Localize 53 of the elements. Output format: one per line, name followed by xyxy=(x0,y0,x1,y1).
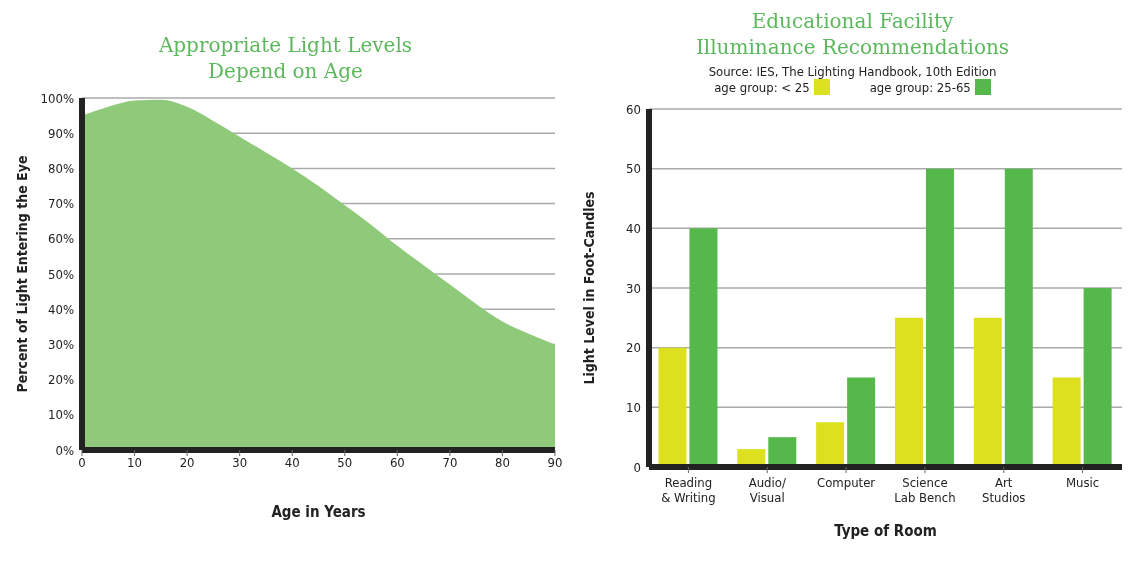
y-axis-title: Light Level in Foot-Candles xyxy=(580,191,597,385)
x-tick-label: 0 xyxy=(78,455,86,471)
chart-title: Educational Facility Illuminance Recommendations xyxy=(694,8,1011,60)
legend-label: age group: 25-65 xyxy=(869,79,971,95)
chart-subtitle: Source: IES, The Lighting Handbook, 10th Edition xyxy=(707,64,998,79)
y-tick-label: 10% xyxy=(48,407,74,423)
y-tick-label: 30 xyxy=(626,280,641,296)
x-tick-label: Science Lab Bench xyxy=(894,475,956,505)
y-tick-label: 70% xyxy=(48,196,74,212)
bar xyxy=(847,377,876,467)
x-tick-label: 20 xyxy=(179,455,195,471)
y-tick-label: 40% xyxy=(48,301,74,317)
y-tick-label: 60 xyxy=(626,101,641,117)
y-axis-title: Percent of Light Entering the Eye xyxy=(13,155,30,393)
bar xyxy=(894,317,923,467)
bar xyxy=(973,317,1002,467)
x-tick-label: Reading & Writing xyxy=(661,475,716,505)
x-tick-label: 10 xyxy=(127,455,142,471)
bar xyxy=(816,422,845,467)
y-tick-label: 0% xyxy=(55,442,74,458)
x-tick-label: 60 xyxy=(389,455,405,471)
chart-title: Appropriate Light Levels Depend on Age xyxy=(157,32,414,84)
x-tick-label: 30 xyxy=(232,455,248,471)
y-tick-label: 50 xyxy=(626,161,641,177)
bar xyxy=(768,437,797,467)
bar xyxy=(658,347,687,467)
x-axis-title: Type of Room xyxy=(834,521,937,540)
y-tick-label: 50% xyxy=(48,266,74,282)
y-tick-label: 20 xyxy=(626,340,641,356)
y-tick-label: 80% xyxy=(48,161,74,177)
x-tick-label: 70 xyxy=(442,455,458,471)
y-tick-label: 100% xyxy=(40,90,74,106)
x-tick-label: Music xyxy=(1065,475,1100,490)
y-tick-label: 30% xyxy=(48,337,74,353)
x-tick-label: 40 xyxy=(284,455,300,471)
y-tick-label: 90% xyxy=(48,125,74,141)
bar xyxy=(925,168,954,467)
x-tick-label: Audio/ Visual xyxy=(748,475,786,505)
x-tick-label: 90 xyxy=(547,455,563,471)
bar xyxy=(1004,168,1033,467)
y-tick-label: 20% xyxy=(48,372,74,388)
bar xyxy=(689,228,718,467)
bar xyxy=(1083,288,1112,467)
legend-label: age group: < 25 xyxy=(714,79,810,95)
x-tick-label: Art Studios xyxy=(982,475,1026,505)
x-tick-label: 80 xyxy=(495,455,510,471)
y-tick-label: 60% xyxy=(48,231,74,247)
x-tick-label: Computer xyxy=(817,475,876,490)
x-axis-title: Age in Years xyxy=(271,502,366,521)
bar xyxy=(1052,377,1081,467)
y-tick-label: 40 xyxy=(626,220,641,236)
x-tick-label: 50 xyxy=(337,455,353,471)
y-tick-label: 10 xyxy=(626,399,641,415)
